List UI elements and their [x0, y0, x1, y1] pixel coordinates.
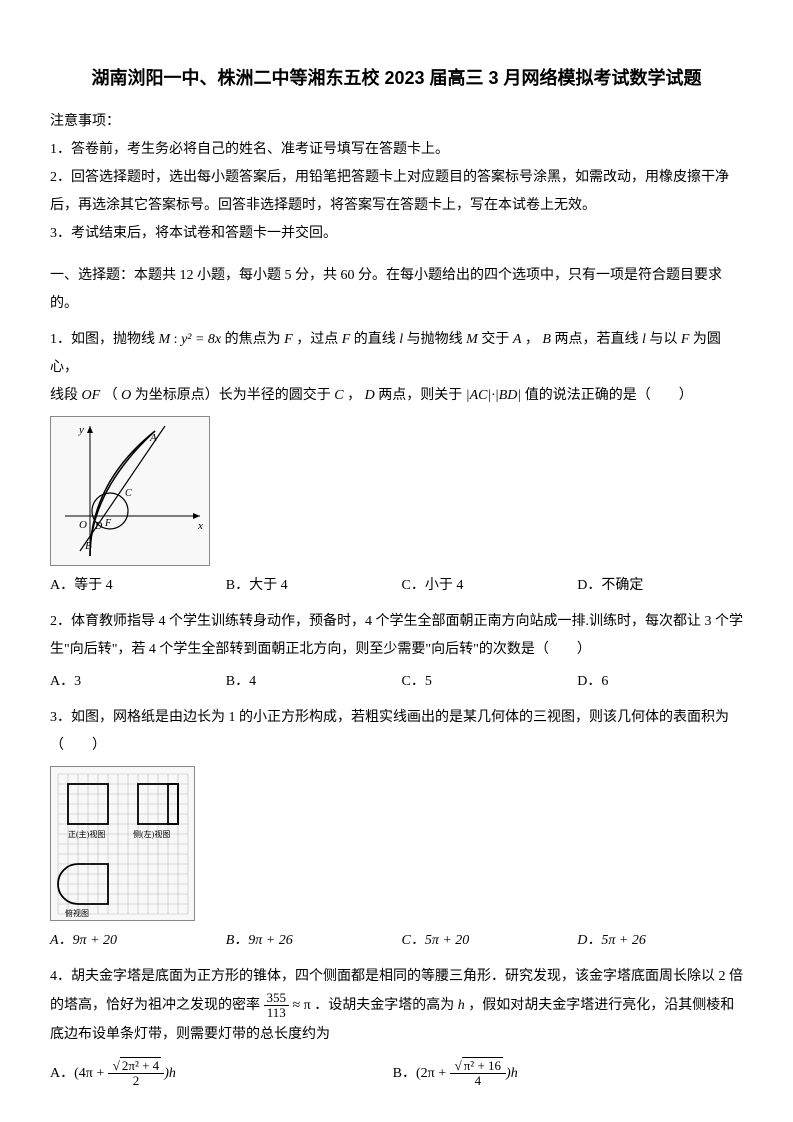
q3-option-b: B．9π + 26	[226, 927, 392, 955]
question-1-line2: 线段 OF （ O 为坐标原点）长为半径的圆交于 C ， D 两点，则关于 |A…	[50, 382, 743, 410]
q1-l2-mid3: ，	[347, 388, 365, 403]
q1-mid1: 的焦点为	[225, 332, 285, 347]
q1-mid8: 与以	[649, 332, 681, 347]
q3-figure: 正(主)视图 侧(左)视图 俯视图	[50, 766, 195, 921]
svg-text:正(主)视图: 正(主)视图	[68, 829, 105, 839]
svg-text:C: C	[125, 488, 132, 499]
q2-option-d: D．6	[577, 668, 743, 696]
q1-F: F	[284, 332, 293, 347]
q1-options: A．等于 4 B．大于 4 C．小于 4 D．不确定	[50, 572, 743, 600]
q4-option-b: B．(2π + π² + 16 4 )h	[393, 1059, 726, 1089]
q4-mid: ．设胡夫金字塔的高为	[314, 998, 458, 1013]
svg-text:D: D	[94, 521, 103, 532]
q1-F2: F	[342, 332, 351, 347]
q4-options: A．(4π + 2π² + 4 2 )h B．(2π + π² + 16 4 )…	[50, 1059, 743, 1089]
q1-C: C	[334, 388, 343, 403]
q1-option-c: C．小于 4	[402, 572, 568, 600]
q3-option-c: C．5π + 20	[402, 927, 568, 955]
svg-text:B: B	[85, 540, 92, 552]
q1-l2-mid1: （	[104, 388, 122, 403]
q2-option-a: A．3	[50, 668, 216, 696]
q1-A: A	[513, 332, 522, 347]
q4-frac: 355 113	[264, 991, 290, 1021]
svg-text:x: x	[197, 520, 203, 532]
notice-label: 注意事项：	[50, 108, 743, 136]
q2-option-b: B．4	[226, 668, 392, 696]
q1-l2-mid2: 为坐标原点）长为半径的圆交于	[135, 388, 335, 403]
question-2: 2．体育教师指导 4 个学生训练转身动作，预备时，4 个学生全部面朝正南方向站成…	[50, 608, 743, 664]
notice-item-3: 3．考试结束后，将本试卷和答题卡一并交回。	[50, 220, 743, 248]
q4-h: h	[458, 998, 465, 1013]
q1-mid3: 的直线	[354, 332, 400, 347]
svg-text:侧(左)视图: 侧(左)视图	[133, 829, 170, 839]
q3-options: A．9π + 20 B．9π + 26 C．5π + 20 D．5π + 26	[50, 927, 743, 955]
q1-mid6: ，	[525, 332, 543, 347]
q1-mid4: 与抛物线	[407, 332, 467, 347]
q1-l: l	[399, 332, 403, 347]
exam-title: 湖南浏阳一中、株洲二中等湘东五校 2023 届高三 3 月网络模拟考试数学试题	[50, 60, 743, 96]
q1-B: B	[542, 332, 551, 347]
q1-l2: l	[642, 332, 646, 347]
section1-header: 一、选择题：本题共 12 小题，每小题 5 分，共 60 分。在每小题给出的四个…	[50, 262, 743, 318]
notice-item-1: 1．答卷前，考生务必将自己的姓名、准考证号填写在答题卡上。	[50, 136, 743, 164]
q1-ACBD: |AC|·|BD|	[466, 388, 521, 403]
q1-mid5: 交于	[481, 332, 513, 347]
q1-option-d: D．不确定	[577, 572, 743, 600]
q1-option-b: B．大于 4	[226, 572, 392, 600]
q1-l2-end: 值的说法正确的是（ ）	[525, 388, 693, 403]
q1-text-pre: 1．如图，抛物线	[50, 332, 159, 347]
notice-item-2: 2．回答选择题时，选出每小题答案后，用铅笔把答题卡上对应题目的答案标号涂黑，如需…	[50, 164, 743, 220]
q1-M2: M	[466, 332, 478, 347]
q1-M: M	[159, 332, 171, 347]
q4-option-a: A．(4π + 2π² + 4 2 )h	[50, 1059, 383, 1089]
question-3: 3．如图，网格纸是由边长为 1 的小正方形构成，若粗实线画出的是某几何体的三视图…	[50, 704, 743, 760]
svg-text:俯视图: 俯视图	[65, 908, 89, 918]
q1-l2-mid4: 两点，则关于	[378, 388, 466, 403]
svg-text:A: A	[149, 432, 157, 444]
question-1: 1．如图，抛物线 M : y² = 8x 的焦点为 F ，过点 F 的直线 l …	[50, 326, 743, 382]
q1-OF: OF	[82, 388, 101, 403]
q2-options: A．3 B．4 C．5 D．6	[50, 668, 743, 696]
q1-mid2: ，过点	[296, 332, 342, 347]
q4-approx: ≈ π	[293, 998, 311, 1013]
svg-text:F: F	[104, 518, 112, 529]
svg-text:y: y	[78, 424, 84, 436]
q3-option-a: A．9π + 20	[50, 927, 216, 955]
q1-l2-pre: 线段	[50, 388, 82, 403]
q1-figure: x y O F A B C D	[50, 416, 210, 566]
question-4: 4．胡夫金字塔是底面为正方形的锥体，四个侧面都是相同的等腰三角形．研究发现，该金…	[50, 963, 743, 1049]
q1-O: O	[121, 388, 131, 403]
q2-option-c: C．5	[402, 668, 568, 696]
q1-mid7: 两点，若直线	[554, 332, 642, 347]
q1-D: D	[365, 388, 375, 403]
q1-F3: F	[681, 332, 690, 347]
q3-option-d: D．5π + 26	[577, 927, 743, 955]
q1-option-a: A．等于 4	[50, 572, 216, 600]
q1-eq: y² = 8x	[181, 332, 221, 347]
svg-text:O: O	[79, 519, 87, 531]
